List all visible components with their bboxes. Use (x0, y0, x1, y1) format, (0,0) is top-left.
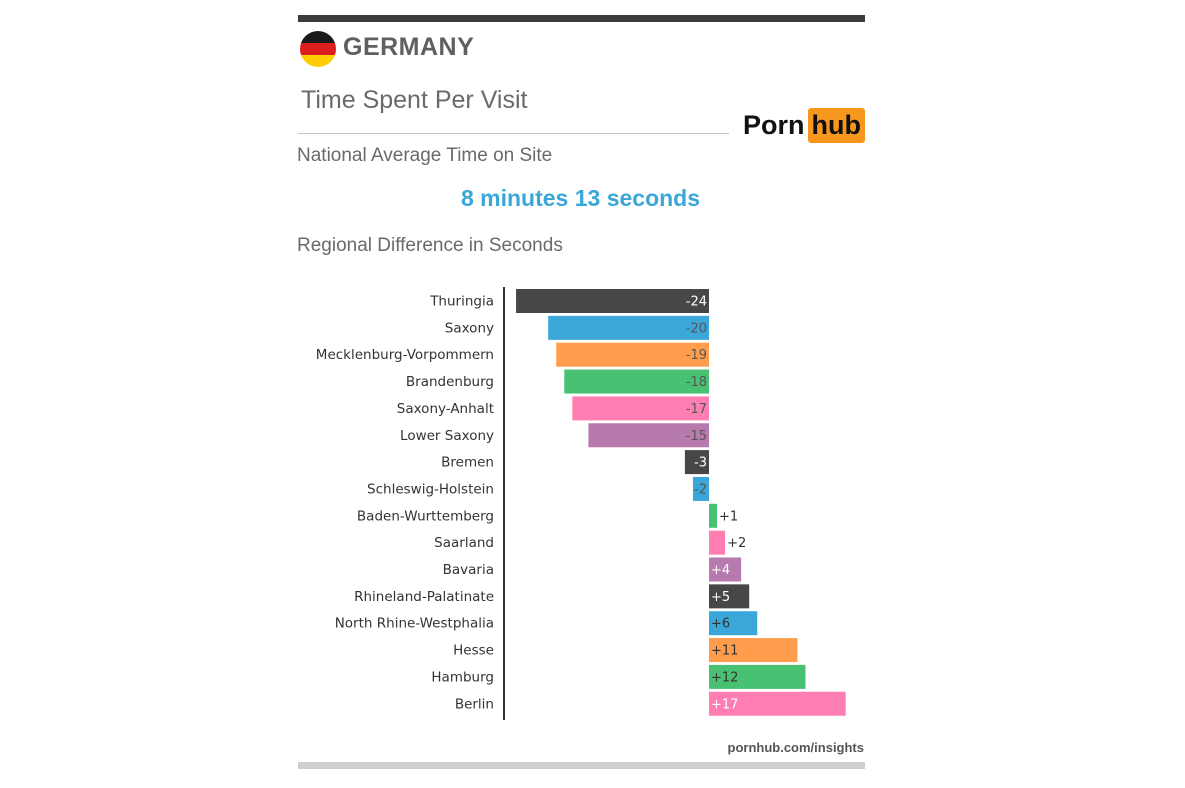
national-average-label: National Average Time on Site (297, 145, 553, 166)
data-label: -19 (686, 348, 707, 363)
bar (709, 691, 846, 716)
germany-flag-icon (300, 31, 336, 67)
bar (709, 611, 758, 636)
footer-source: pornhub.com/insights (727, 740, 865, 755)
category-label: Schleswig-Holstein (367, 481, 494, 497)
category-label: Hesse (453, 643, 494, 659)
category-label: North Rhine-Westphalia (335, 616, 494, 632)
bar (572, 396, 709, 421)
bar (516, 289, 709, 313)
bar (548, 315, 709, 340)
bar (709, 638, 798, 663)
data-label: +2 (727, 536, 746, 551)
data-label: +12 (711, 670, 738, 685)
top-border-bar (298, 15, 865, 22)
page-subtitle: Time Spent Per Visit (301, 86, 528, 114)
data-label: +6 (711, 617, 730, 632)
data-label: -20 (686, 321, 707, 336)
bar (709, 584, 750, 609)
category-label: Saxony-Anhalt (397, 401, 494, 417)
flag-stripe-red (300, 43, 336, 55)
bar (588, 423, 709, 448)
country-title: GERMANY (343, 33, 475, 61)
data-label: +1 (719, 509, 738, 524)
category-label: Berlin (455, 696, 494, 712)
bar (692, 476, 709, 501)
logo-text-hub: hub (807, 108, 865, 143)
category-label: Baden-Wurttemberg (357, 508, 494, 524)
bottom-border-bar (298, 762, 865, 769)
data-label: -17 (686, 402, 707, 417)
pornhub-logo: Porn hub (743, 108, 865, 143)
bar (709, 530, 726, 555)
bar (709, 664, 806, 689)
header-divider (298, 133, 729, 134)
category-label: Brandenburg (406, 374, 494, 390)
data-label: -24 (686, 295, 707, 310)
data-label: +17 (711, 697, 738, 712)
bar (564, 369, 709, 394)
category-label: Saxony (445, 320, 494, 336)
data-label: -15 (686, 429, 707, 444)
category-label: Bremen (441, 455, 494, 471)
category-label: Thuringia (429, 294, 494, 310)
national-average-value: 8 minutes 13 seconds (460, 185, 701, 211)
data-label: -3 (694, 456, 707, 471)
bar (556, 342, 709, 367)
category-label: Bavaria (443, 562, 494, 578)
category-label: Hamburg (431, 669, 494, 685)
data-label: +5 (711, 590, 730, 605)
logo-text-porn: Porn (743, 110, 805, 140)
bar (709, 557, 742, 582)
flag-stripe-gold (300, 55, 336, 67)
category-label: Mecklenburg-Vorpommern (316, 347, 494, 363)
bar (684, 450, 709, 475)
flag-stripe-black (300, 31, 336, 43)
category-label: Lower Saxony (400, 428, 494, 444)
data-label: -18 (686, 375, 707, 390)
bar (709, 503, 718, 528)
category-label: Rhineland-Palatinate (354, 589, 494, 605)
data-label: +4 (711, 563, 730, 578)
data-label: -2 (694, 482, 707, 497)
data-label: +11 (711, 644, 738, 659)
regional-difference-label: Regional Difference in Seconds (297, 235, 563, 256)
category-label: Saarland (434, 535, 494, 551)
